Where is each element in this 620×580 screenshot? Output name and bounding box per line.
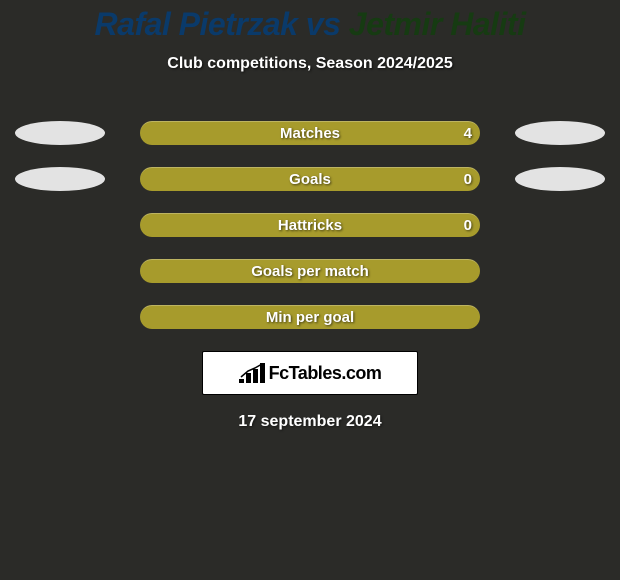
date-label: 17 september 2024 bbox=[0, 413, 620, 431]
stat-label: Min per goal bbox=[140, 306, 480, 330]
player1-name: Rafal Pietrzak bbox=[95, 6, 298, 42]
stats-block: Matches4Goals0Hattricks0Goals per matchM… bbox=[0, 121, 620, 329]
stat-value: 4 bbox=[464, 122, 472, 146]
stat-label: Hattricks bbox=[140, 214, 480, 238]
stat-label: Matches bbox=[140, 122, 480, 146]
vs-label: vs bbox=[306, 6, 341, 42]
player1-indicator bbox=[15, 121, 105, 145]
stat-bar: Goals per match bbox=[140, 259, 480, 283]
stat-row: Matches4 bbox=[0, 121, 620, 145]
stat-label: Goals bbox=[140, 168, 480, 192]
branding-text: FcTables.com bbox=[269, 363, 382, 384]
stat-bar: Goals0 bbox=[140, 167, 480, 191]
stat-bar: Matches4 bbox=[140, 121, 480, 145]
player1-indicator bbox=[15, 167, 105, 191]
branding-badge[interactable]: FcTables.com bbox=[202, 351, 418, 395]
player2-name: Jetmir Haliti bbox=[349, 6, 526, 42]
subtitle: Club competitions, Season 2024/2025 bbox=[0, 55, 620, 73]
stat-value: 0 bbox=[464, 168, 472, 192]
stat-row: Min per goal bbox=[0, 305, 620, 329]
stat-bar: Min per goal bbox=[140, 305, 480, 329]
stat-row: Hattricks0 bbox=[0, 213, 620, 237]
page-title: Rafal Pietrzak vs Jetmir Haliti bbox=[0, 0, 620, 43]
comparison-card: Rafal Pietrzak vs Jetmir Haliti Club com… bbox=[0, 0, 620, 580]
player2-indicator bbox=[515, 167, 605, 191]
stat-label: Goals per match bbox=[140, 260, 480, 284]
stat-bar: Hattricks0 bbox=[140, 213, 480, 237]
player2-indicator bbox=[515, 121, 605, 145]
stat-row: Goals per match bbox=[0, 259, 620, 283]
stat-row: Goals0 bbox=[0, 167, 620, 191]
stat-value: 0 bbox=[464, 214, 472, 238]
fctables-icon bbox=[239, 363, 265, 383]
